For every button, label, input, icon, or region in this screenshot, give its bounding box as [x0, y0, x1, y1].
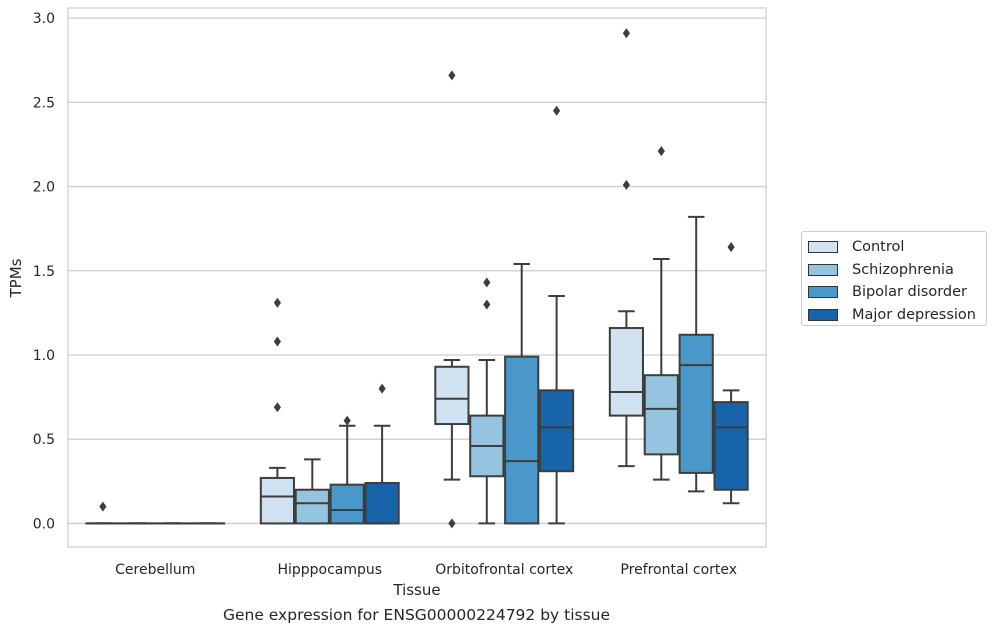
- iqr-box: [539, 389, 575, 473]
- iqr-box: [608, 327, 644, 417]
- x-axis-label: Tissue: [392, 581, 440, 599]
- boxes: [85, 28, 749, 529]
- iqr-box: [259, 476, 295, 525]
- outlier-point: [727, 242, 735, 253]
- box-bipolar-disorder: [678, 215, 714, 493]
- outlier-point: [448, 518, 456, 529]
- legend-item-schizophrenia: Schizophrenia: [808, 259, 986, 282]
- x-tick-label: Cerebellum: [115, 562, 195, 578]
- box-control: [434, 70, 470, 529]
- legend-item-major-depression: Major depression: [808, 304, 986, 327]
- box-major-depression: [364, 383, 400, 525]
- box-control: [85, 501, 121, 525]
- box-major-depression: [539, 105, 575, 525]
- y-tick-labels: 0.0 0.5 1.0 1.5 2.0 2.5 3.0: [33, 11, 55, 532]
- y-tick-label: 0.5: [33, 432, 55, 448]
- legend-label-major-depression: Major depression: [852, 306, 976, 323]
- y-tick-label: 1.0: [33, 348, 55, 364]
- y-tick-label: 1.5: [33, 264, 55, 280]
- box-schizophrenia: [643, 146, 679, 481]
- box-schizophrenia: [469, 277, 505, 525]
- outlier-point: [657, 146, 665, 157]
- iqr-box: [643, 374, 679, 456]
- x-tick-label: Hipppocampus: [277, 562, 382, 578]
- outlier-point: [622, 28, 630, 39]
- iqr-box: [504, 355, 540, 525]
- outlier-point: [378, 383, 386, 394]
- outlier-point: [483, 277, 491, 288]
- iqr-box: [294, 488, 330, 525]
- outlier-point: [553, 105, 561, 116]
- outlier-point: [483, 299, 491, 310]
- box-schizophrenia: [294, 458, 330, 525]
- iqr-box: [329, 483, 365, 525]
- box-control: [259, 297, 295, 525]
- legend-swatch-control: [808, 241, 838, 254]
- y-tick-label: 2.5: [33, 95, 55, 111]
- legend-label-bipolar-disorder: Bipolar disorder: [852, 284, 967, 301]
- legend-item-control: Control: [808, 236, 986, 259]
- chart-caption: Gene expression for ENSG00000224792 by t…: [222, 606, 611, 624]
- outlier-point: [448, 70, 456, 81]
- y-tick-label: 3.0: [33, 11, 55, 27]
- x-tick-label: Prefrontal cortex: [620, 562, 737, 578]
- box-bipolar-disorder: [329, 415, 365, 525]
- iqr-box: [678, 333, 714, 474]
- outlier-point: [273, 336, 281, 347]
- iqr-box: [364, 481, 400, 525]
- y-axis-label: TPMs: [7, 258, 25, 298]
- iqr-box: [434, 365, 470, 426]
- legend-swatch-schizophrenia: [808, 263, 838, 276]
- box-major-depression: [713, 242, 749, 505]
- y-tick-label: 0.0: [33, 516, 55, 532]
- y-tick-label: 2.0: [33, 180, 55, 196]
- legend-item-bipolar-disorder: Bipolar disorder: [808, 281, 986, 304]
- x-tick-label: Orbitofrontal cortex: [435, 562, 573, 578]
- box-bipolar-disorder: [504, 263, 540, 525]
- outlier-point: [99, 501, 107, 512]
- x-tick-labels: Cerebellum Hipppocampus Orbitofrontal cort…: [115, 562, 737, 578]
- box-control: [608, 28, 644, 468]
- legend-swatch-major-depression: [808, 308, 838, 321]
- iqr-box: [713, 401, 749, 491]
- plot-frame: [67, 7, 767, 548]
- outlier-point: [273, 402, 281, 413]
- outlier-point: [273, 297, 281, 308]
- legend: Control Schizophrenia Bipolar disorder M…: [801, 231, 987, 326]
- outlier-point: [622, 179, 630, 190]
- outlier-point: [343, 415, 351, 426]
- legend-label-control: Control: [852, 239, 905, 256]
- legend-label-schizophrenia: Schizophrenia: [852, 261, 954, 278]
- legend-swatch-bipolar-disorder: [808, 286, 838, 299]
